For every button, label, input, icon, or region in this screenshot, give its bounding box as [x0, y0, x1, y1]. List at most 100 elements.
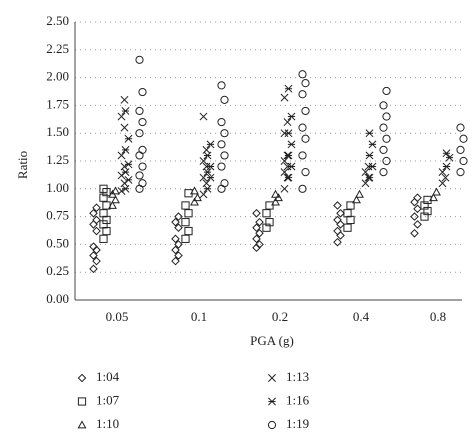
marker-diamond	[89, 264, 98, 274]
marker-circle	[379, 123, 388, 132]
marker-asterisk	[284, 129, 293, 138]
marker-diamond	[255, 217, 264, 227]
marker-x	[280, 129, 289, 138]
marker-x	[438, 179, 447, 188]
marker-asterisk	[121, 168, 130, 177]
marker-asterisk	[206, 162, 215, 171]
y-tick-label: 0.50	[46, 235, 69, 250]
y-tick-label: 2.00	[46, 69, 69, 84]
marker-square	[184, 189, 193, 198]
marker-asterisk	[124, 160, 133, 169]
x-tick-label: 0.4	[353, 309, 370, 324]
legend-label: 1:16	[286, 392, 310, 407]
marker-triangle	[111, 186, 120, 195]
marker-diamond	[333, 237, 342, 247]
marker-circle	[138, 179, 147, 188]
marker-x	[441, 173, 450, 182]
marker-square	[346, 201, 355, 210]
marker-triangle	[111, 195, 120, 204]
marker-diamond	[336, 220, 345, 229]
legend-marker	[77, 373, 87, 383]
marker-circle	[135, 171, 144, 180]
x-tick-label: 0.1	[191, 309, 207, 324]
marker-diamond	[252, 243, 261, 253]
y-tick-label: 1.50	[46, 124, 69, 139]
marker-circle	[301, 168, 310, 177]
marker-asterisk	[124, 134, 133, 143]
marker-circle	[379, 168, 388, 177]
marker-asterisk	[206, 140, 215, 149]
legend-marker	[77, 420, 87, 429]
marker-circle	[301, 106, 310, 116]
marker-circle	[298, 151, 307, 160]
marker-triangle	[429, 193, 438, 202]
x-axis-label: PGA (g)	[250, 333, 294, 348]
y-tick-label: 0.00	[46, 291, 69, 306]
marker-circle	[456, 123, 465, 132]
marker-diamond	[252, 223, 261, 233]
marker-circle	[456, 168, 465, 177]
marker-triangle	[352, 195, 361, 204]
marker-x	[283, 162, 292, 171]
y-tick-label: 2.25	[46, 41, 69, 56]
marker-diamond	[174, 212, 183, 221]
marker-circle	[220, 179, 229, 188]
marker-x	[120, 123, 129, 132]
marker-asterisk	[365, 129, 374, 138]
marker-diamond	[89, 220, 98, 229]
legend-label: 1:04	[96, 369, 120, 384]
marker-square	[262, 209, 271, 218]
legend-label: 1:19	[286, 416, 309, 431]
marker-square	[102, 215, 111, 225]
marker-circle	[217, 81, 226, 90]
marker-circle	[298, 184, 307, 193]
marker-square	[99, 234, 108, 243]
marker-diamond	[89, 251, 98, 260]
marker-diamond	[252, 208, 261, 218]
x-tick-label: 0.2	[272, 309, 288, 324]
marker-diamond	[174, 251, 183, 260]
marker-square	[99, 193, 108, 202]
marker-diamond	[92, 203, 101, 213]
marker-circle	[217, 162, 226, 171]
marker-asterisk	[284, 151, 293, 160]
marker-diamond	[89, 208, 98, 218]
marker-square	[420, 212, 429, 221]
marker-asterisk	[368, 162, 377, 171]
marker-diamond	[92, 256, 101, 266]
marker-diamond	[336, 231, 345, 240]
legend-marker	[268, 397, 276, 406]
marker-square	[99, 184, 108, 193]
marker-asterisk	[287, 140, 296, 149]
marker-square	[420, 201, 429, 210]
marker-x	[283, 118, 292, 127]
marker-circle	[135, 106, 144, 116]
legend-label: 1:07	[96, 392, 120, 407]
x-tick-label: 0.8	[430, 309, 446, 324]
y-tick-label: 1.25	[46, 152, 69, 167]
marker-x	[364, 162, 373, 171]
marker-x	[117, 112, 126, 121]
marker-diamond	[89, 242, 98, 251]
marker-asterisk	[368, 140, 377, 149]
marker-circle	[135, 184, 144, 193]
marker-asterisk	[365, 173, 374, 182]
marker-circle	[301, 134, 310, 143]
marker-x	[280, 184, 289, 193]
marker-asterisk	[121, 145, 130, 154]
marker-triangle	[190, 186, 199, 195]
marker-circle	[298, 123, 307, 132]
marker-diamond	[333, 226, 342, 236]
marker-diamond	[410, 228, 419, 238]
marker-square	[181, 234, 190, 243]
marker-square	[99, 209, 108, 218]
marker-x	[280, 168, 289, 177]
marker-circle	[298, 70, 307, 79]
marker-diamond	[333, 215, 342, 225]
marker-x	[199, 173, 208, 182]
marker-asterisk	[445, 153, 454, 162]
marker-diamond	[410, 197, 419, 207]
marker-asterisk	[442, 149, 451, 158]
marker-circle	[220, 151, 229, 160]
marker-diamond	[92, 245, 101, 255]
